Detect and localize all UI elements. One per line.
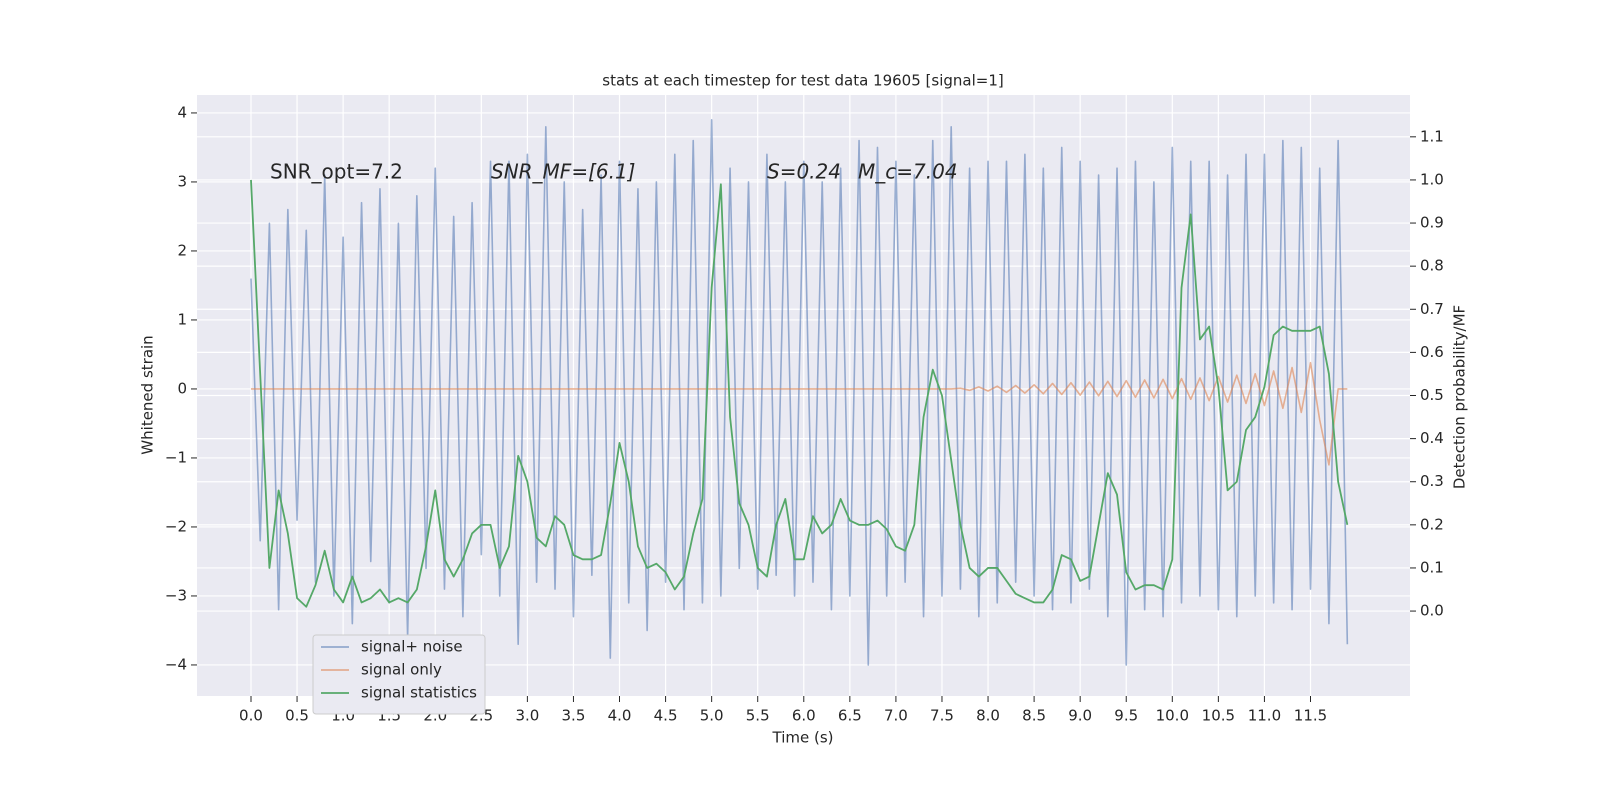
y2-tick-label: 0.8: [1420, 257, 1444, 275]
y2-tick-label: 0.9: [1420, 214, 1444, 232]
x-tick-label: 8.0: [976, 707, 1000, 725]
y2-tick-label: 0.2: [1420, 515, 1444, 533]
x-tick-label: 6.0: [792, 707, 816, 725]
x-tick-label: 0.0: [239, 707, 263, 725]
x-tick-label: 5.0: [700, 707, 724, 725]
y2-tick-label: 1.0: [1420, 170, 1444, 188]
legend-box: [312, 634, 486, 715]
y2-tick-label: 0.4: [1420, 429, 1444, 447]
y2-tick-label: 0.0: [1420, 602, 1444, 620]
x-tick-label: 4.5: [654, 707, 678, 725]
y2-tick-label: 1.1: [1420, 127, 1444, 145]
y2-tick-label: 0.6: [1420, 343, 1444, 361]
y-tick-label: −3: [165, 586, 187, 604]
annotation: M_c=7.04: [858, 160, 958, 184]
y-tick-label: −1: [165, 448, 187, 466]
series-line: [250, 119, 1349, 666]
y2-axis-label: Detection probability/MF: [1451, 305, 1469, 489]
x-tick-label: 3.5: [562, 707, 586, 725]
y-tick-label: −2: [165, 517, 187, 535]
chart-title: stats at each timestep for test data 196…: [602, 72, 1003, 90]
x-tick-label: 4.0: [608, 707, 632, 725]
x-tick-label: 10.0: [1156, 707, 1189, 725]
x-tick-label: 7.0: [884, 707, 908, 725]
x-tick-label: 9.5: [1114, 707, 1138, 725]
x-tick-label: 10.5: [1202, 707, 1235, 725]
x-tick-label: 9.0: [1068, 707, 1092, 725]
series-line: [250, 361, 1348, 466]
x-tick-label: 8.5: [1022, 707, 1046, 725]
legend-label: signal only: [361, 661, 442, 679]
y-tick-label: −4: [165, 655, 187, 673]
y-axis-label: Whitened strain: [139, 335, 157, 454]
annotation: SNR_MF=[6.1]: [491, 160, 635, 184]
x-tick-label: 6.5: [838, 707, 862, 725]
x-tick-label: 3.0: [515, 707, 539, 725]
legend-label: signal+ noise: [361, 638, 463, 656]
marks: [250, 119, 1349, 666]
x-tick-label: 7.5: [930, 707, 954, 725]
x-tick-label: 5.5: [746, 707, 770, 725]
y-tick-label: 0: [177, 379, 187, 397]
y2-tick-label: 0.1: [1420, 558, 1444, 576]
annotation: SNR_opt=7.2: [270, 160, 403, 184]
y-tick-label: 4: [177, 103, 187, 121]
x-axis-label: Time (s): [772, 729, 834, 747]
legend: signal+ noise signal only signal statistic…: [312, 634, 486, 715]
y-tick-label: 3: [177, 172, 187, 190]
y2-tick-label: 0.7: [1420, 300, 1444, 318]
y2-tick-label: 0.5: [1420, 386, 1444, 404]
y-tick-label: 1: [177, 310, 187, 328]
x-tick-label: 11.0: [1248, 707, 1281, 725]
legend-label: signal statistics: [361, 684, 477, 702]
annotation: S=0.24: [767, 160, 841, 184]
y2-tick-label: 0.3: [1420, 472, 1444, 490]
x-tick-label: 0.5: [285, 707, 309, 725]
x-tick-label: 11.5: [1294, 707, 1327, 725]
y-tick-label: 2: [177, 241, 187, 259]
series-line: [250, 179, 1349, 608]
